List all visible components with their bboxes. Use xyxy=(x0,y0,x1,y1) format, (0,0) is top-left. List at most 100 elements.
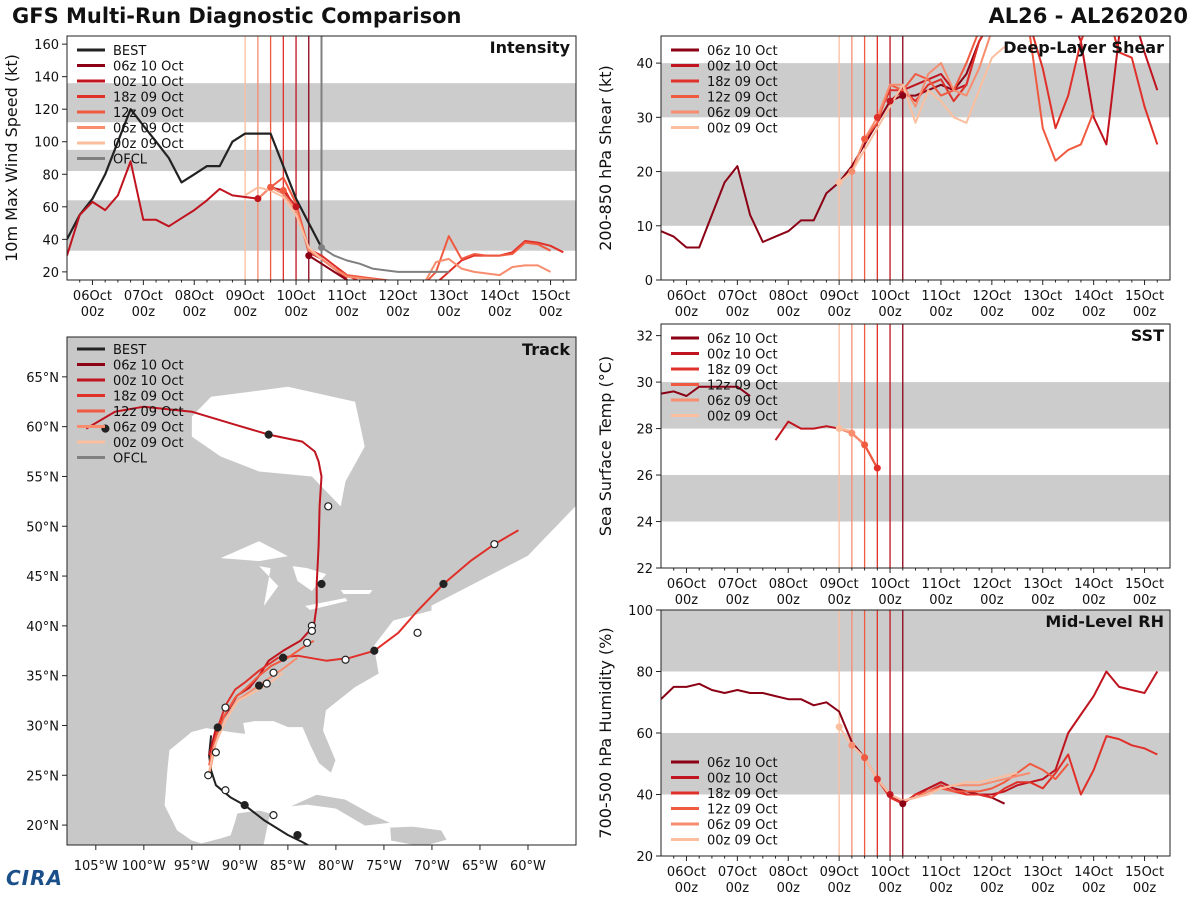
lon-tick-label: 60°W xyxy=(510,859,546,874)
legend-label: OFCL xyxy=(113,153,148,168)
y-tick-label: 60 xyxy=(42,201,59,216)
lat-tick-label: 25°N xyxy=(26,769,59,784)
legend-label: 12z 09 Oct xyxy=(707,91,778,106)
track-point xyxy=(341,655,350,664)
x-tick-sub: 00z xyxy=(132,305,156,320)
x-tick-sub: 00z xyxy=(726,881,750,896)
series-line xyxy=(876,36,1159,145)
x-tick-label: 07Oct xyxy=(718,577,757,592)
x-tick-sub: 00z xyxy=(675,881,699,896)
x-tick-sub: 00z xyxy=(980,593,1004,608)
track-point xyxy=(262,679,271,688)
data-point xyxy=(886,97,894,105)
x-tick-label: 15Oct xyxy=(1125,577,1164,592)
x-tick-label: 10Oct xyxy=(277,289,316,304)
x-tick-sub: 00z xyxy=(929,881,953,896)
x-tick-sub: 00z xyxy=(81,305,105,320)
data-point xyxy=(873,775,881,783)
x-tick-label: 07Oct xyxy=(124,289,163,304)
y-tick-label: 140 xyxy=(34,71,59,86)
lat-tick-label: 50°N xyxy=(26,520,59,535)
x-tick-label: 14Oct xyxy=(480,289,519,304)
x-tick-sub: 00z xyxy=(233,305,257,320)
track-point xyxy=(213,723,222,732)
lat-tick-label: 55°N xyxy=(26,470,59,485)
data-point xyxy=(254,195,262,203)
series-line xyxy=(282,186,564,280)
track-point xyxy=(278,653,288,662)
legend-label: 00z 10 Oct xyxy=(707,348,778,363)
x-tick-sub: 00z xyxy=(284,305,308,320)
x-tick-sub: 00z xyxy=(335,305,359,320)
y-tick-label: 40 xyxy=(42,233,59,248)
y-tick-label: 30 xyxy=(636,376,653,391)
x-tick-sub: 00z xyxy=(777,305,801,320)
sst-panel: 22242628303206Oct00z07Oct00z08Oct00z09Oc… xyxy=(596,323,1171,608)
legend-label: 12z 09 Oct xyxy=(707,379,778,394)
x-tick-label: 13Oct xyxy=(1023,865,1062,880)
data-point xyxy=(873,464,881,472)
track-point xyxy=(302,638,312,647)
y-tick-label: 20 xyxy=(636,166,653,181)
x-tick-sub: 00z xyxy=(980,881,1004,896)
legend-label: 00z 09 Oct xyxy=(707,410,778,425)
rh-panel: 2040608010006Oct00z07Oct00z08Oct00z09Oct… xyxy=(596,604,1171,896)
track-line xyxy=(211,529,519,756)
x-tick-sub: 00z xyxy=(929,305,953,320)
lon-tick-label: 80°W xyxy=(318,859,354,874)
track-point xyxy=(211,748,220,757)
legend-label: 06z 10 Oct xyxy=(707,756,778,771)
lat-tick-label: 20°N xyxy=(26,819,59,834)
track-point xyxy=(240,801,249,810)
lon-tick-label: 75°W xyxy=(366,859,402,874)
x-tick-label: 10Oct xyxy=(871,865,910,880)
x-tick-sub: 00z xyxy=(777,881,801,896)
data-point xyxy=(279,187,287,195)
y-axis-label: 200-850 hPa Shear (kt) xyxy=(596,65,615,251)
track-point xyxy=(439,579,448,589)
x-tick-label: 12Oct xyxy=(378,289,417,304)
panel-title: Track xyxy=(522,340,570,359)
legend-label: BEST xyxy=(113,44,146,59)
x-tick-label: 14Oct xyxy=(1074,289,1113,304)
legend-label: 06z 09 Oct xyxy=(707,818,778,833)
legend-label: 18z 09 Oct xyxy=(113,390,184,405)
y-tick-label: 20 xyxy=(42,266,59,281)
legend-label: 00z 09 Oct xyxy=(113,137,184,152)
series-line xyxy=(889,36,1159,146)
x-tick-label: 09Oct xyxy=(820,577,859,592)
legend-label: 06z 10 Oct xyxy=(113,60,184,75)
lat-tick-label: 40°N xyxy=(26,620,59,635)
y-axis-label: Sea Surface Temp (°C) xyxy=(596,356,615,536)
legend-label: 00z 10 Oct xyxy=(707,60,778,75)
data-point xyxy=(835,178,843,186)
great-lake xyxy=(220,541,288,562)
x-tick-label: 07Oct xyxy=(718,289,757,304)
legend-label: 00z 10 Oct xyxy=(707,772,778,787)
x-tick-sub: 00z xyxy=(726,593,750,608)
x-tick-sub: 00z xyxy=(675,593,699,608)
legend-label: 06z 09 Oct xyxy=(113,421,184,436)
legend-label: 06z 09 Oct xyxy=(707,106,778,121)
x-tick-sub: 00z xyxy=(1082,593,1106,608)
x-tick-sub: 00z xyxy=(827,881,851,896)
track-point xyxy=(370,646,379,655)
data-point xyxy=(861,135,869,143)
track-point xyxy=(221,703,230,712)
x-tick-label: 06Oct xyxy=(667,289,706,304)
x-tick-label: 09Oct xyxy=(820,289,859,304)
x-tick-label: 08Oct xyxy=(769,865,808,880)
x-tick-label: 15Oct xyxy=(1125,865,1164,880)
track-point xyxy=(204,771,213,780)
x-tick-sub: 00z xyxy=(183,305,207,320)
x-tick-label: 06Oct xyxy=(667,865,706,880)
x-tick-label: 10Oct xyxy=(871,577,910,592)
legend-label: 00z 10 Oct xyxy=(113,75,184,90)
x-tick-label: 14Oct xyxy=(1074,865,1113,880)
x-tick-label: 06Oct xyxy=(667,577,706,592)
x-tick-label: 11Oct xyxy=(921,289,960,304)
series-line xyxy=(863,36,1095,162)
legend-label: 06z 09 Oct xyxy=(707,394,778,409)
x-tick-label: 09Oct xyxy=(820,865,859,880)
